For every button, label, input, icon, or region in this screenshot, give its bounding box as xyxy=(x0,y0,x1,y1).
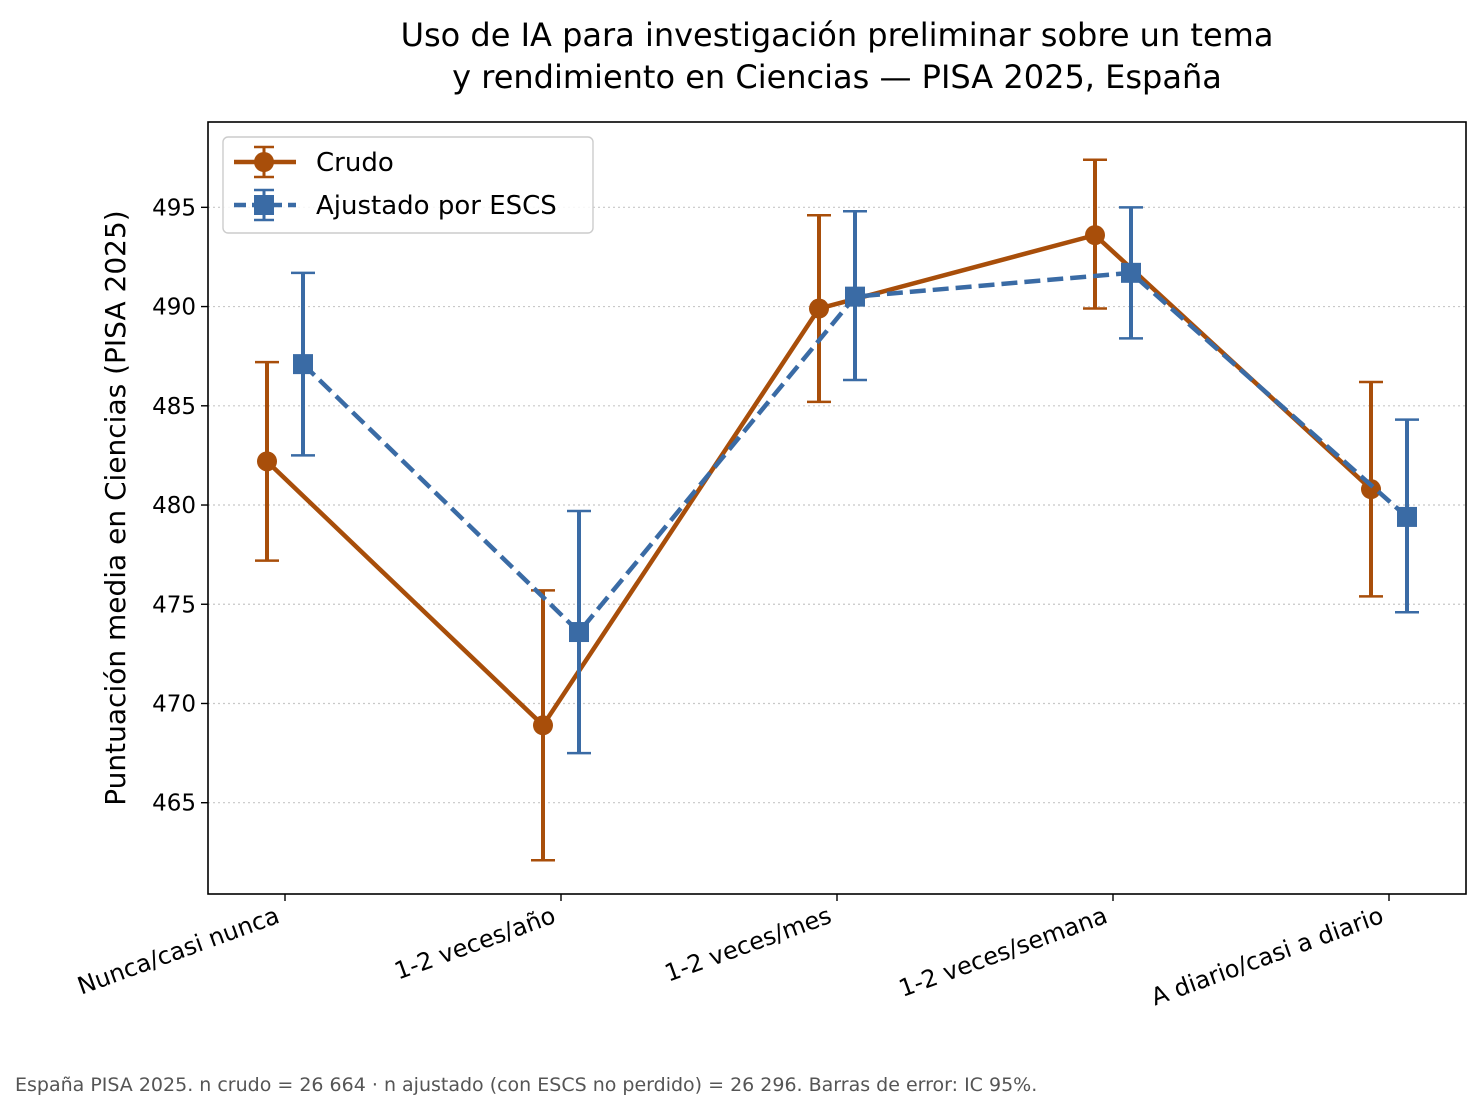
y-axis-label: Puntuación media en Ciencias (PISA 2025) xyxy=(99,210,132,805)
grid-lines xyxy=(208,206,1466,804)
data-point xyxy=(1397,506,1417,527)
data-point xyxy=(1121,262,1141,283)
series-crudo xyxy=(255,158,1383,862)
chart-title-line: y rendimiento en Ciencias — PISA 2025, E… xyxy=(452,58,1222,96)
data-point xyxy=(257,451,277,472)
y-tick-label: 480 xyxy=(152,493,196,519)
data-point xyxy=(533,715,553,736)
legend: Crudo Ajustado por ESCS xyxy=(222,136,594,234)
y-tick-label: 490 xyxy=(152,295,196,321)
legend-marker xyxy=(254,195,274,215)
data-series xyxy=(255,158,1419,862)
legend-entry: Ajustado por ESCS xyxy=(234,188,557,222)
data-point xyxy=(809,298,829,319)
y-tick-label: 465 xyxy=(152,791,196,817)
legend-label: Ajustado por ESCS xyxy=(316,191,557,221)
legend-label: Crudo xyxy=(316,148,394,178)
y-tick-label: 470 xyxy=(152,691,196,717)
legend-marker xyxy=(254,152,274,172)
x-tick-label: 1-2 veces/mes xyxy=(661,901,835,987)
data-point xyxy=(845,286,865,307)
data-point xyxy=(293,354,313,375)
plot-frame xyxy=(207,121,1467,895)
x-tick-label: 1-2 veces/semana xyxy=(895,901,1111,1002)
y-axis: 465 470 475 480 485 490 495 xyxy=(152,195,208,817)
y-tick-label: 485 xyxy=(152,394,196,420)
x-tick-label: Nunca/casi nunca xyxy=(74,901,283,1000)
data-point xyxy=(569,622,589,643)
y-tick-label: 495 xyxy=(152,195,196,221)
chart-title: Uso de IA para investigación preliminar … xyxy=(401,16,1274,96)
series-ajustado xyxy=(291,206,1419,755)
y-tick-label: 475 xyxy=(152,592,196,618)
data-point xyxy=(1361,479,1381,500)
chart-title-line: Uso de IA para investigación preliminar … xyxy=(401,16,1274,54)
data-point xyxy=(1085,225,1105,246)
x-axis: Nunca/casi nunca 1-2 veces/año 1-2 veces/m… xyxy=(74,894,1390,1011)
footnote: España PISA 2025. n crudo = 26 664 · n a… xyxy=(15,1074,1038,1096)
legend-box xyxy=(222,136,594,234)
x-tick-label: A diario/casi a diario xyxy=(1147,901,1387,1011)
x-tick-label: 1-2 veces/año xyxy=(391,901,559,985)
legend-entry: Crudo xyxy=(234,145,394,179)
